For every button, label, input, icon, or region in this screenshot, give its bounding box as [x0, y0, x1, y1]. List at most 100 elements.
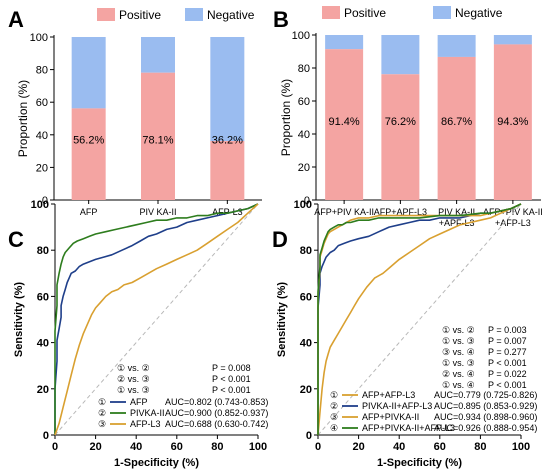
bar-positive — [437, 56, 476, 200]
bar-positive — [381, 74, 420, 200]
comparison-p-value: P < 0.001 — [212, 385, 251, 395]
y-tick-label: 80 — [36, 65, 48, 77]
legend-series-name: AFP — [130, 397, 148, 407]
x-tick-label: AFP-L3 — [212, 207, 243, 217]
x-tick-label: 20 — [352, 441, 364, 453]
y-tick-label: 60 — [36, 97, 48, 109]
legend-series-name: AFP+AFP-L3 — [362, 390, 415, 400]
bar-value-label: 86.7% — [441, 116, 472, 128]
bar-positive — [210, 140, 245, 200]
comparison-label: ① vs. ③ — [117, 385, 150, 395]
x-tick-label: 80 — [474, 441, 486, 453]
comparison-p-value: P < 0.001 — [488, 380, 527, 390]
y-tick-label: 20 — [300, 384, 312, 396]
x-tick-label: 0 — [52, 441, 58, 453]
legend-number: ③ — [98, 419, 106, 429]
y-tick-label: 60 — [37, 291, 49, 303]
x-tick-label: PIV KA-II — [438, 207, 475, 217]
x-tick-label: 100 — [512, 441, 530, 453]
comparison-label: ① vs. ③ — [442, 336, 475, 346]
y-tick-label: 20 — [37, 384, 49, 396]
y-tick-label: 100 — [31, 199, 49, 211]
comparison-p-value: P < 0.001 — [488, 358, 527, 368]
legend-series-name: PIVKA-II — [130, 408, 165, 418]
x-axis-title: 1-Specificity (%) — [377, 457, 462, 469]
bar-positive — [71, 108, 106, 200]
roc-curve-afp-afp-l3 — [317, 203, 522, 436]
x-tick-label: AFP+APF-L3 — [374, 207, 427, 217]
y-tick-label: 20 — [36, 162, 48, 174]
y-axis-title: Proportion (%) — [16, 80, 30, 157]
bar-value-label: 91.4% — [329, 116, 360, 128]
bar-negative — [493, 35, 532, 45]
comparison-label: ① vs. ③ — [442, 358, 475, 368]
comparison-label: ① vs. ② — [442, 325, 475, 335]
y-tick-label: 40 — [298, 129, 310, 141]
legend-number: ④ — [330, 423, 338, 433]
x-tick-label: PIV KA-II — [139, 207, 176, 217]
y-axis-title: Sensitivity (%) — [276, 282, 288, 358]
roc-curve-pivka-ii — [54, 203, 259, 435]
y-tick-label: 40 — [300, 338, 312, 350]
legend-label-negative: Negative — [455, 6, 503, 20]
legend-swatch-negative — [185, 8, 203, 21]
y-tick-label: 0 — [306, 430, 312, 442]
roc-curve-afp-pivka-ii-afp-l3 — [317, 203, 522, 435]
legend-series-name: AFP+PIVKA-II — [362, 412, 419, 422]
y-tick-label: 40 — [37, 338, 49, 350]
x-tick-label: AFP+PIV KA-II — [483, 207, 543, 217]
bar-negative — [210, 37, 245, 141]
y-tick-label: 80 — [37, 245, 49, 257]
legend-auc: AUC=0.900 (0.852-0.937) — [165, 408, 268, 418]
panel-label-c: C — [8, 227, 24, 252]
legend-series-name: PIVKA-II+AFP-L3 — [362, 401, 432, 411]
x-tick-label: +AFP-L3 — [495, 218, 531, 228]
x-tick-label: 40 — [393, 441, 405, 453]
bar-value-label: 36.2% — [212, 135, 243, 147]
x-tick-label: +APF-L3 — [439, 218, 475, 228]
legend-number: ③ — [330, 412, 338, 422]
comparison-p-value: P = 0.022 — [488, 369, 527, 379]
legend-auc: AUC=0.934 (0.898-0.960) — [434, 412, 537, 422]
y-tick-label: 100 — [292, 30, 310, 42]
legend-series-name: AFP-L3 — [130, 419, 161, 429]
y-tick-label: 100 — [294, 199, 312, 211]
legend-label-negative: Negative — [207, 8, 255, 22]
legend-auc: AUC=0.802 (0.743-0.853) — [165, 397, 268, 407]
bar-negative — [141, 37, 175, 73]
x-axis-title: 1-Specificity (%) — [114, 457, 199, 469]
y-axis-title: Sensitivity (%) — [13, 282, 25, 358]
legend-series-name: AFP+PIVKA-II+AFP-L3 — [362, 423, 455, 433]
x-tick-label: 60 — [171, 441, 183, 453]
legend-swatch-positive — [97, 8, 115, 21]
legend-label-positive: Positive — [344, 6, 386, 20]
legend-number: ① — [330, 390, 338, 400]
bar-value-label: 78.1% — [142, 135, 173, 147]
legend-swatch-positive — [322, 6, 340, 19]
comparison-p-value: P = 0.277 — [488, 347, 527, 357]
comparison-p-value: P < 0.001 — [212, 374, 251, 384]
y-tick-label: 80 — [300, 245, 312, 257]
y-tick-label: 0 — [43, 430, 49, 442]
y-axis-title: Proportion (%) — [279, 79, 293, 156]
comparison-p-value: P = 0.007 — [488, 336, 527, 346]
legend-swatch-negative — [433, 6, 451, 19]
x-tick-label: AFP — [80, 207, 98, 217]
y-tick-label: 60 — [298, 96, 310, 108]
panel-label-b: B — [273, 7, 289, 32]
comparison-label: ② vs. ③ — [117, 374, 150, 384]
bar-negative — [381, 35, 420, 75]
legend-auc: AUC=0.895 (0.853-0.929) — [434, 401, 537, 411]
x-tick-label: AFP+PIV KA-II — [314, 207, 374, 217]
legend-number: ② — [330, 401, 338, 411]
y-tick-label: 20 — [298, 162, 310, 174]
reference-diagonal — [54, 203, 259, 436]
legend-label-positive: Positive — [119, 8, 161, 22]
legend-auc: AUC=0.688 (0.630-0.742) — [165, 419, 268, 429]
y-tick-label: 80 — [298, 63, 310, 75]
roc-curve-afp-l3 — [54, 203, 259, 436]
legend-number: ② — [98, 408, 106, 418]
x-tick-label: 60 — [434, 441, 446, 453]
bar-positive — [493, 44, 532, 200]
